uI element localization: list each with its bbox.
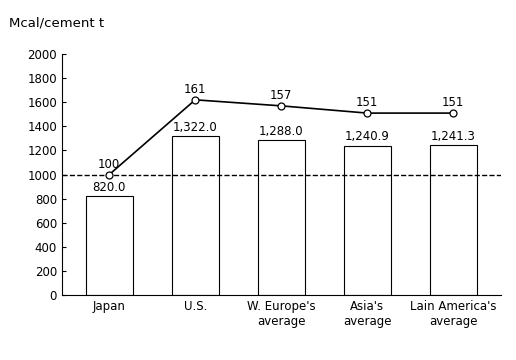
Bar	[171, 136, 219, 295]
Text: 1,240.9: 1,240.9	[345, 130, 390, 143]
Text: 100: 100	[98, 158, 120, 171]
Text: 151: 151	[442, 96, 464, 109]
Text: Mcal/cement t: Mcal/cement t	[9, 17, 104, 30]
Text: 157: 157	[270, 89, 293, 102]
Bar	[257, 140, 305, 295]
Text: 820.0: 820.0	[92, 181, 126, 194]
Text: 1,288.0: 1,288.0	[259, 125, 303, 138]
Text: 1,241.3: 1,241.3	[431, 130, 476, 143]
Bar	[430, 145, 477, 295]
Text: 1,322.0: 1,322.0	[173, 121, 218, 134]
Text: 161: 161	[184, 83, 206, 96]
Text: 151: 151	[356, 96, 378, 109]
Bar	[344, 145, 391, 295]
Bar	[86, 196, 133, 295]
